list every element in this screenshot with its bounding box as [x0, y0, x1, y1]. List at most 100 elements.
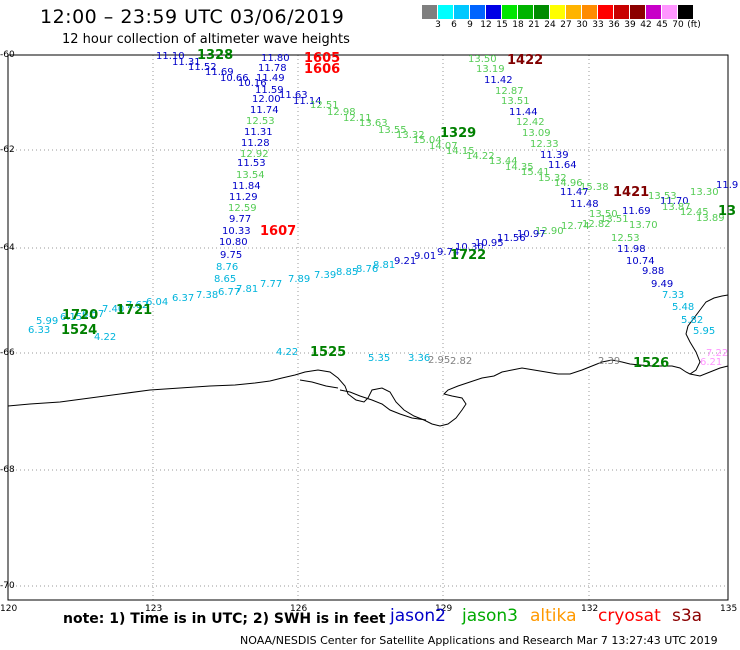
swh-value: 8.76	[216, 262, 239, 273]
map-subtitle: 12 hour collection of altimeter wave hei…	[62, 32, 350, 47]
swh-value: 8.65	[214, 274, 237, 285]
swh-value: 4.22	[276, 347, 299, 358]
longitude-label: 123	[145, 604, 163, 614]
swh-value: 15.04	[413, 135, 442, 146]
swh-value: 13.51	[501, 96, 530, 107]
swh-value: 11.53	[237, 158, 266, 169]
swh-value: 11.64	[548, 160, 577, 171]
mission-legend-jason2: jason2	[390, 606, 446, 626]
scale-label: 24	[544, 20, 556, 30]
scale-label: 21	[528, 20, 540, 30]
swh-value: 12.92	[240, 149, 269, 160]
mission-legend-cryosat: cryosat	[598, 606, 661, 626]
scale-swatch	[678, 5, 694, 19]
scale-swatch	[630, 5, 646, 19]
latitude-label: -68	[0, 465, 15, 475]
swh-value: 11.59	[255, 85, 284, 96]
coastline-inlet	[299, 379, 427, 421]
swh-value: 9.77	[229, 214, 252, 225]
swh-value: 12.42	[516, 117, 545, 128]
scale-label: 27	[560, 20, 572, 30]
swh-value: 9.75	[220, 250, 243, 261]
swh-value: 11.29	[229, 192, 258, 203]
swh-value: 14.96	[554, 178, 583, 189]
scale-label: 9	[467, 20, 473, 30]
swh-value: 5.35	[368, 353, 391, 364]
swh-value: 10.74	[626, 256, 655, 267]
swh-value: 11.69	[205, 67, 234, 78]
swh-value: 9.01	[414, 251, 437, 262]
coastline-east	[689, 365, 729, 377]
pass-id-label: 1607	[260, 224, 297, 239]
swh-value: 5.99	[36, 316, 59, 327]
swh-value: 11.56	[497, 233, 526, 244]
antarctic-coastline	[7, 294, 729, 427]
swh-value: 6.37	[172, 293, 195, 304]
scale-label: 33	[592, 20, 604, 30]
swh-value: 8.85	[336, 267, 359, 278]
pass-id-label: 1606	[304, 62, 341, 77]
swh-value: 13.32	[396, 130, 425, 141]
swh-value: 7.89	[288, 274, 311, 285]
scale-label: 36	[608, 20, 620, 30]
swh-value: 9.74	[437, 247, 460, 258]
swh-value: 13.55	[378, 125, 407, 136]
swh-value: 13.87	[662, 202, 691, 213]
pass-id-label: 1524	[61, 323, 98, 338]
swh-value: 11.80	[261, 53, 290, 64]
swh-value: 12.87	[495, 86, 524, 97]
scale-label: 18	[512, 20, 524, 30]
mission-legend-s3a: s3a	[672, 606, 703, 626]
swh-value: 12.74	[561, 221, 590, 232]
footer-note: note: 1) Time is in UTC; 2) SWH is in fe…	[63, 611, 386, 627]
scale-swatch	[486, 5, 502, 19]
swh-value: 11.48	[570, 199, 599, 210]
scale-label: 42	[640, 20, 652, 30]
pass-id-label: 1721	[116, 303, 153, 318]
swh-value: 13.19	[476, 64, 505, 75]
longitude-label: 135	[720, 604, 738, 614]
swh-value: 7.81	[236, 284, 259, 295]
scale-swatch	[582, 5, 598, 19]
swh-value: 2.82	[450, 356, 473, 367]
swh-value: 6.15	[60, 312, 83, 323]
scale-swatch	[662, 5, 678, 19]
mission-legend-altika: altika	[530, 606, 577, 626]
swh-value: 11.44	[509, 107, 538, 118]
scale-label: (ft)	[687, 20, 701, 30]
swh-value: 12.11	[343, 113, 372, 124]
swh-value: 12.51	[310, 100, 339, 111]
scale-swatch	[550, 5, 566, 19]
swh-value: 3.36	[408, 353, 431, 364]
swh-value: 9.21	[394, 256, 417, 267]
swh-value: 11.52	[188, 62, 217, 73]
swh-value: 13.53	[648, 191, 677, 202]
swh-value: 10.16	[238, 78, 267, 89]
swh-value: 11.31	[172, 57, 201, 68]
swh-value: 12.45	[680, 207, 709, 218]
swh-value: 12.90	[535, 226, 564, 237]
latitude-label: -62	[0, 145, 15, 155]
scale-swatch	[502, 5, 518, 19]
scale-label: 12	[480, 20, 492, 30]
swh-value: 11.98	[617, 244, 646, 255]
latitude-label: -60	[0, 50, 15, 60]
swh-value: 6.33	[28, 325, 51, 336]
swh-value: 10.95	[475, 238, 504, 249]
swh-value: 12.53	[246, 116, 275, 127]
swh-value: 6.04	[146, 297, 169, 308]
swh-value: 13.50	[589, 209, 618, 220]
swh-value: 5.48	[672, 302, 695, 313]
pass-id-label: 1526	[633, 356, 670, 371]
swh-value: 12.00	[252, 94, 281, 105]
scale-swatch	[534, 5, 550, 19]
swh-value: 14.15	[446, 146, 475, 157]
pass-id-label: 13	[718, 204, 737, 219]
swh-value: 2.95	[428, 355, 451, 366]
swh-value: 10.80	[219, 237, 248, 248]
swh-value: 6.57	[82, 309, 105, 320]
swh-value: 10.97	[517, 229, 546, 240]
swh-value: 15.38	[580, 182, 609, 193]
pass-id-label: 1605	[304, 51, 341, 66]
swh-value: 7.77	[260, 279, 283, 290]
